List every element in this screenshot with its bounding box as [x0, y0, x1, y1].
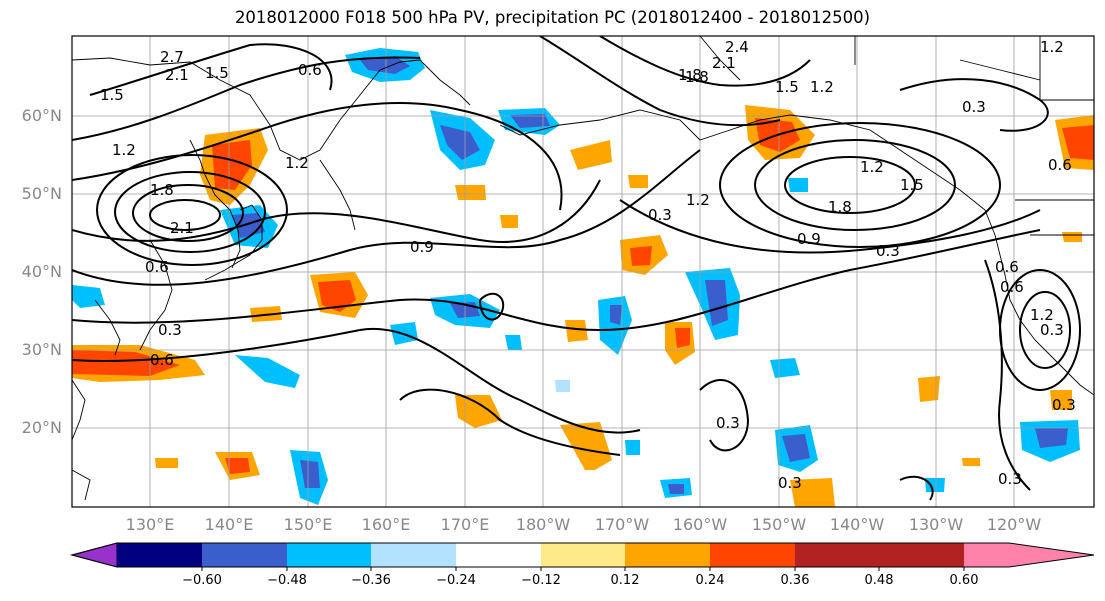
contour-label: 1.2: [860, 158, 884, 176]
colorbar-tick-label: −0.36: [351, 573, 391, 588]
contour-label: 0.6: [1000, 278, 1024, 296]
contour-label: 0.3: [1040, 321, 1064, 339]
contour-label: 1.2: [686, 191, 710, 209]
colorbar-tick-label: 0.48: [864, 573, 894, 588]
colorbar-tick-label: 0.24: [695, 573, 725, 588]
lat-label: 30°N: [21, 340, 62, 359]
contour-label: 2.4: [725, 38, 749, 56]
colorbar-segment: [287, 543, 371, 567]
colorbar-tick-label: 0.12: [610, 573, 640, 588]
pv-contours: [72, 36, 1081, 501]
colorbar-segment: [795, 543, 879, 567]
colorbar-tick-label: −0.12: [521, 573, 561, 588]
contour-label: 0.3: [962, 98, 986, 116]
colorbar-segment: [710, 543, 795, 567]
lon-label: 180°W: [515, 515, 571, 534]
colorbar-segment: [202, 543, 287, 567]
contour-label: 0.9: [410, 238, 434, 256]
figure-title: 2018012000 F018 500 hPa PV, precipitatio…: [234, 8, 871, 27]
lon-label: 170°W: [594, 515, 650, 534]
contour-labels: 2.7 2.1 1.5 1.5 1.2 1.8 2.1 0.6 0.6 0.3 …: [100, 38, 1076, 492]
contour-label: 0.3: [1052, 396, 1076, 414]
contour-label: 1.5: [900, 176, 924, 194]
contour-label: 2.1: [712, 54, 736, 72]
colorbar-extend-right: [964, 543, 1094, 567]
colorbar-tick-label: −0.48: [267, 573, 307, 588]
lon-label: 120°W: [986, 515, 1042, 534]
lat-label: 20°N: [21, 418, 62, 437]
contour-label: 1.2: [112, 141, 136, 159]
lon-label: 130°E: [125, 515, 175, 534]
precip-shading: [72, 48, 1094, 507]
contour-label: 0.6: [995, 258, 1019, 276]
lat-label: 50°N: [21, 184, 62, 203]
lon-label: 140°W: [829, 515, 885, 534]
lat-label: 40°N: [21, 262, 62, 281]
contour-label: 1.8: [828, 198, 852, 216]
contour-label: 1.2: [810, 78, 834, 96]
lon-label: 160°E: [361, 515, 411, 534]
lon-label: 170°E: [440, 515, 490, 534]
contour-label: 2.1: [170, 219, 194, 237]
contour-label: 2.7: [160, 48, 184, 66]
colorbar-segment: [879, 543, 964, 567]
contour-label: 0.3: [716, 414, 740, 432]
colorbar-segment: [371, 543, 456, 567]
colorbar-segment: [625, 543, 710, 567]
contour-label: 2.1: [165, 66, 189, 84]
contour-label: 0.9: [797, 230, 821, 248]
colorbar-segment: [541, 543, 625, 567]
contour-label: 0.3: [876, 242, 900, 260]
colorbar-extend-left: [70, 542, 118, 568]
contour-label: 1.5: [100, 86, 124, 104]
colorbar-tick-label: −0.24: [436, 573, 476, 588]
lon-label: 150°E: [283, 515, 333, 534]
lon-label: 160°W: [672, 515, 728, 534]
colorbar-segment: [117, 543, 202, 567]
contour-label: 0.6: [298, 61, 322, 79]
contour-label: 1.2: [1030, 306, 1054, 324]
contour-label: 0.6: [1048, 156, 1072, 174]
contour-label: 1.8: [685, 68, 709, 86]
contour-label: 1.5: [205, 64, 229, 82]
lon-label: 150°W: [751, 515, 807, 534]
colorbar-tick-label: 0.60: [949, 573, 979, 588]
contour-label: 0.3: [998, 470, 1022, 488]
contour-label: 0.3: [158, 321, 182, 339]
contour-label: 0.3: [648, 206, 672, 224]
colorbar: [70, 542, 1095, 571]
contour-label: 1.2: [1040, 38, 1064, 56]
contour-label: 1.8: [150, 181, 174, 199]
contour-label: 1.2: [285, 154, 309, 172]
lon-label: 140°E: [204, 515, 254, 534]
map-frame: [71, 35, 1095, 508]
colorbar-segment: [456, 543, 541, 567]
colorbar-tick-label: 0.36: [780, 573, 810, 588]
contour-label: 0.3: [778, 474, 802, 492]
lat-label: 60°N: [21, 106, 62, 125]
contour-label: 0.6: [145, 258, 169, 276]
contour-label: 1.5: [775, 78, 799, 96]
contour-label: 1.8: [678, 66, 702, 84]
colorbar-tick-label: −0.60: [182, 573, 222, 588]
contour-label: 0.6: [150, 351, 174, 369]
lon-label: 130°W: [908, 515, 964, 534]
